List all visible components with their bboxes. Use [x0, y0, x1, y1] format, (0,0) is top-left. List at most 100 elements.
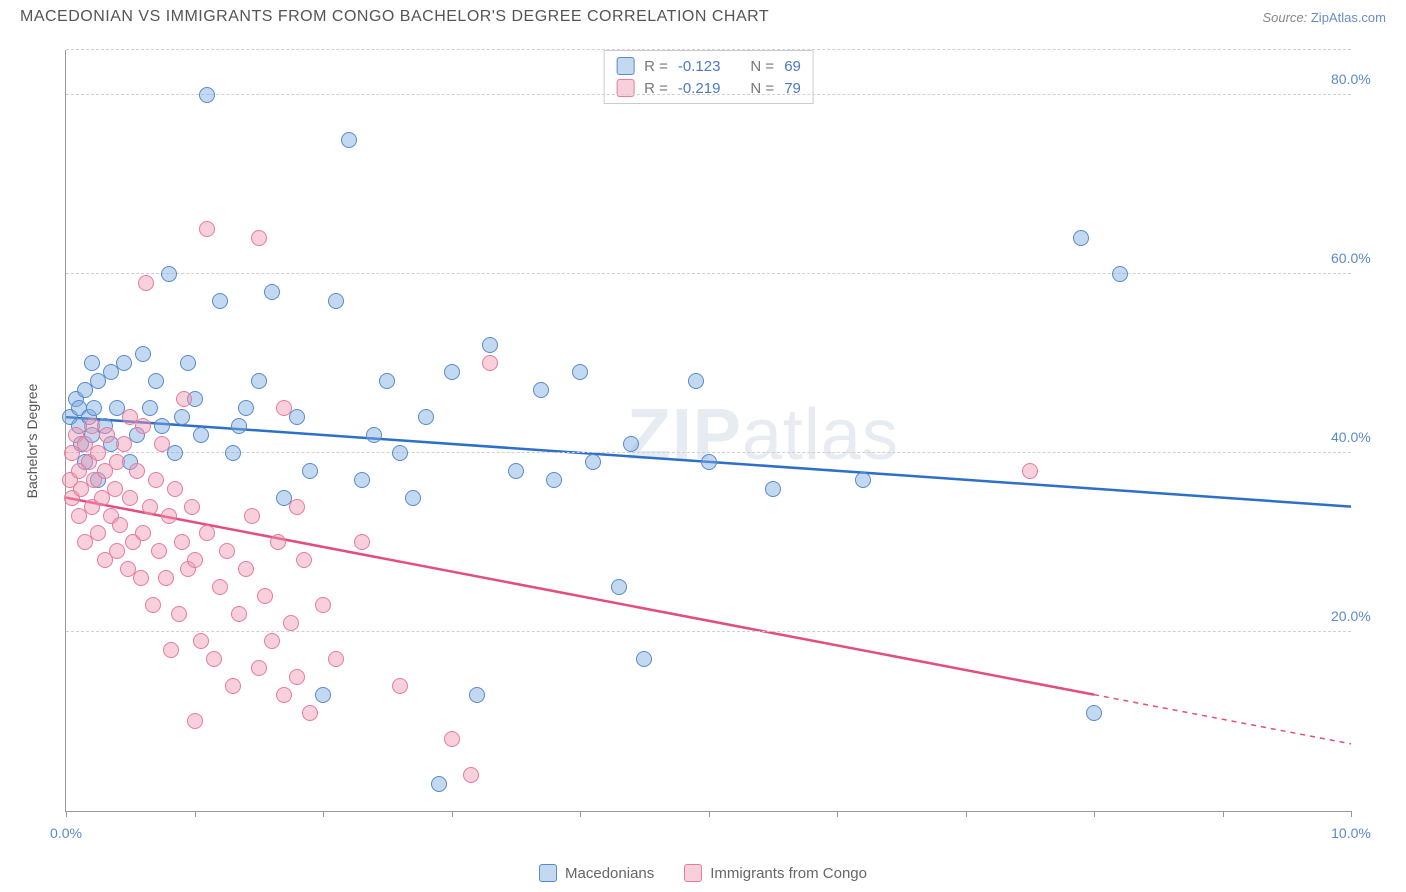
chart-header: MACEDONIAN VS IMMIGRANTS FROM CONGO BACH… — [0, 0, 1406, 30]
data-point — [231, 606, 247, 622]
data-point — [257, 588, 273, 604]
data-point — [341, 132, 357, 148]
x-tick — [709, 811, 710, 817]
legend-swatch — [539, 864, 557, 882]
data-point — [405, 490, 421, 506]
source-link[interactable]: ZipAtlas.com — [1311, 10, 1386, 25]
data-point — [112, 517, 128, 533]
data-point — [302, 463, 318, 479]
stats-row: R =-0.123N =69 — [616, 55, 801, 77]
data-point — [354, 472, 370, 488]
data-point — [133, 570, 149, 586]
data-point — [161, 266, 177, 282]
data-point — [161, 508, 177, 524]
data-point — [276, 400, 292, 416]
data-point — [276, 687, 292, 703]
data-point — [174, 534, 190, 550]
data-point — [167, 481, 183, 497]
x-tick — [66, 811, 67, 817]
data-point — [546, 472, 562, 488]
data-point — [116, 436, 132, 452]
data-point — [688, 373, 704, 389]
x-tick — [195, 811, 196, 817]
legend-label: Macedonians — [565, 865, 654, 882]
y-tick-label: 20.0% — [1331, 608, 1386, 624]
data-point — [328, 651, 344, 667]
data-point — [469, 687, 485, 703]
trendline-layer — [66, 50, 1351, 811]
chart-source: Source: ZipAtlas.com — [1262, 10, 1386, 25]
data-point — [199, 525, 215, 541]
data-point — [264, 633, 280, 649]
x-tick — [323, 811, 324, 817]
x-tick — [966, 811, 967, 817]
data-point — [289, 499, 305, 515]
stat-r-label: R = — [644, 58, 668, 75]
data-point — [482, 355, 498, 371]
data-point — [129, 463, 145, 479]
legend-label: Immigrants from Congo — [710, 865, 867, 882]
data-point — [109, 454, 125, 470]
trend-line — [66, 498, 1094, 695]
data-point — [212, 293, 228, 309]
data-point — [379, 373, 395, 389]
x-tick-label: 0.0% — [50, 825, 82, 841]
data-point — [154, 418, 170, 434]
data-point — [855, 472, 871, 488]
data-point — [366, 427, 382, 443]
stat-n-value: 69 — [784, 58, 801, 75]
data-point — [199, 221, 215, 237]
data-point — [251, 660, 267, 676]
x-tick — [1094, 811, 1095, 817]
gridline — [66, 631, 1351, 632]
data-point — [315, 687, 331, 703]
data-point — [174, 409, 190, 425]
y-tick-label: 80.0% — [1331, 71, 1386, 87]
data-point — [289, 669, 305, 685]
data-point — [1022, 463, 1038, 479]
data-point — [122, 490, 138, 506]
data-point — [225, 678, 241, 694]
data-point — [244, 508, 260, 524]
stats-legend-box: R =-0.123N =69R =-0.219N =79 — [603, 50, 814, 104]
data-point — [508, 463, 524, 479]
data-point — [463, 767, 479, 783]
data-point — [142, 499, 158, 515]
data-point — [184, 499, 200, 515]
data-point — [135, 346, 151, 362]
data-point — [354, 534, 370, 550]
data-point — [225, 445, 241, 461]
gridline — [66, 452, 1351, 453]
stats-row: R =-0.219N =79 — [616, 77, 801, 99]
data-point — [176, 391, 192, 407]
x-tick — [837, 811, 838, 817]
data-point — [1073, 230, 1089, 246]
y-tick-label: 40.0% — [1331, 429, 1386, 445]
data-point — [148, 373, 164, 389]
data-point — [142, 400, 158, 416]
data-point — [148, 472, 164, 488]
data-point — [270, 534, 286, 550]
x-tick — [1223, 811, 1224, 817]
data-point — [238, 561, 254, 577]
data-point — [99, 427, 115, 443]
data-point — [109, 543, 125, 559]
data-point — [90, 445, 106, 461]
data-point — [444, 731, 460, 747]
data-point — [193, 427, 209, 443]
data-point — [145, 597, 161, 613]
data-point — [611, 579, 627, 595]
data-point — [296, 552, 312, 568]
data-point — [701, 454, 717, 470]
data-point — [315, 597, 331, 613]
x-tick — [580, 811, 581, 817]
data-point — [572, 364, 588, 380]
data-point — [138, 275, 154, 291]
data-point — [86, 400, 102, 416]
data-point — [1086, 705, 1102, 721]
legend-item: Macedonians — [539, 864, 654, 882]
data-point — [444, 364, 460, 380]
chart-title: MACEDONIAN VS IMMIGRANTS FROM CONGO BACH… — [20, 8, 769, 26]
data-point — [135, 525, 151, 541]
data-point — [187, 713, 203, 729]
